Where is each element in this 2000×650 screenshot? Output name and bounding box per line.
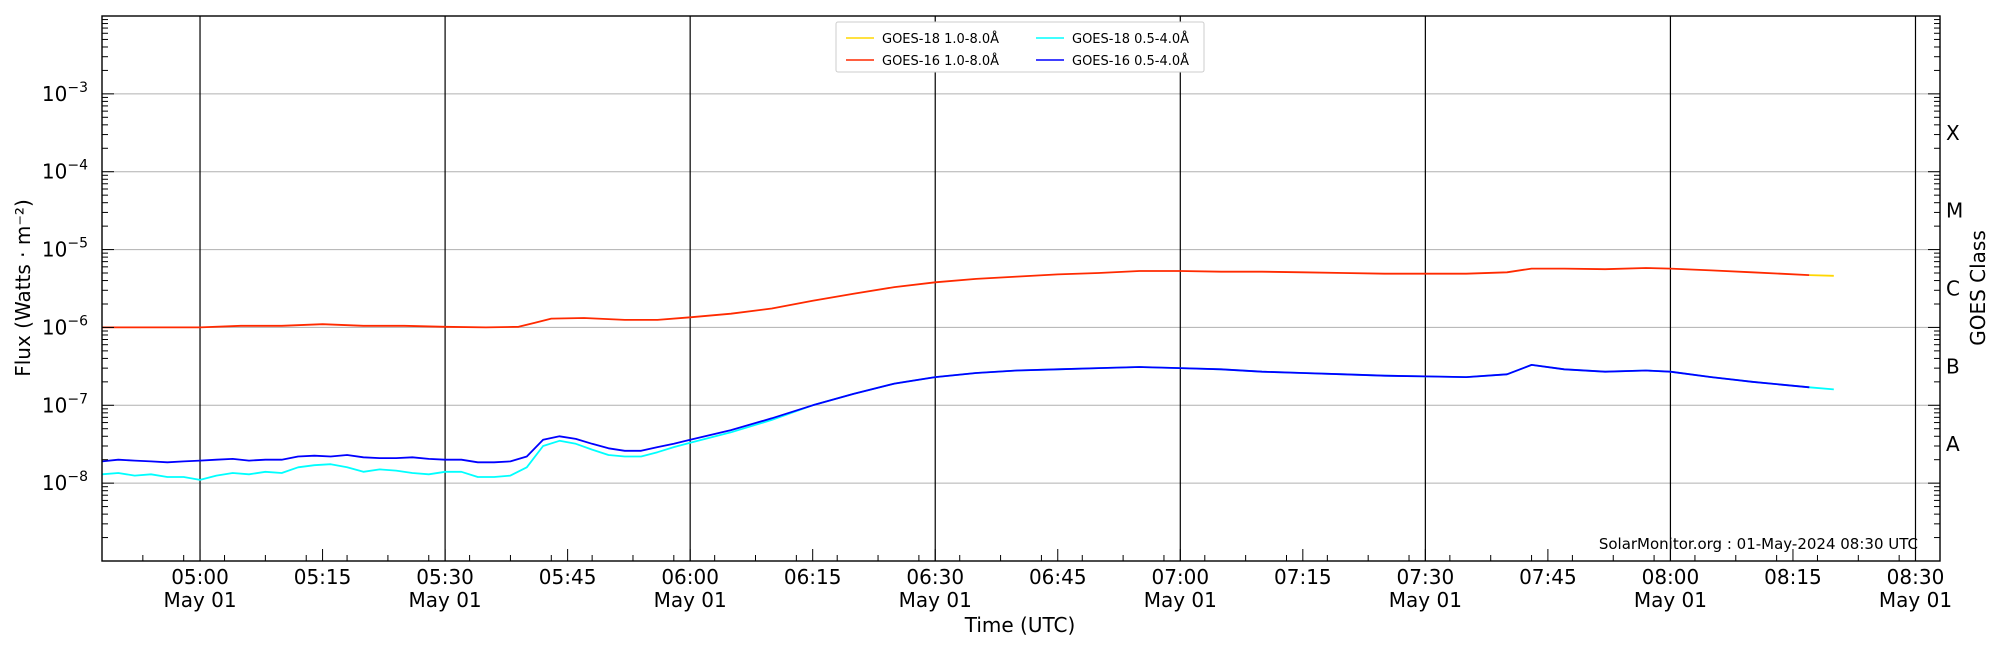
y-axis-title: Flux (Watts · m⁻²) xyxy=(11,199,35,377)
x-tick-date-label: May 01 xyxy=(654,588,727,612)
goes-class-label: X xyxy=(1946,121,1960,145)
x-tick-label: 08:30 xyxy=(1887,565,1945,589)
x-tick-label: 08:00 xyxy=(1642,565,1700,589)
grid xyxy=(102,16,1940,561)
x-tick-label: 07:00 xyxy=(1151,565,1209,589)
x-tick-label: 06:00 xyxy=(661,565,719,589)
goes-class-labels: X M C B A xyxy=(1946,121,1963,456)
axis-ticks xyxy=(101,19,1941,562)
series-line-3 xyxy=(101,363,1810,464)
x-tick-date-label: May 01 xyxy=(1634,588,1707,612)
y-tick-label: 10−6 xyxy=(42,313,88,339)
series-line-0 xyxy=(102,267,1810,329)
x-tick-date-label: May 01 xyxy=(409,588,482,612)
x-tick-label: 08:15 xyxy=(1764,565,1822,589)
x-tick-label: 05:30 xyxy=(416,565,474,589)
goes-class-label: M xyxy=(1946,199,1963,223)
x-tick-date-label: May 01 xyxy=(1389,588,1462,612)
x-tick-label: 06:15 xyxy=(784,565,842,589)
y-tick-label: 10−7 xyxy=(42,391,88,417)
goes-class-label: A xyxy=(1946,432,1960,456)
legend-label: GOES-16 1.0-8.0Å xyxy=(882,53,999,69)
legend-box xyxy=(835,21,1205,73)
series-lines xyxy=(101,267,1834,481)
x-tick-label: 07:30 xyxy=(1397,565,1455,589)
series-line-1 xyxy=(1809,274,1834,277)
x-tick-label: 06:30 xyxy=(906,565,964,589)
x-tick-label: 05:45 xyxy=(539,565,597,589)
goes-class-label: C xyxy=(1946,277,1960,301)
x-tick-label: 06:45 xyxy=(1029,565,1087,589)
legend-label: GOES-18 1.0-8.0Å xyxy=(882,31,999,47)
x-tick-date-label: May 01 xyxy=(1144,588,1217,612)
legend: GOES-18 1.0-8.0Å GOES-18 0.5-4.0Å GOES-16 … xyxy=(835,21,1205,73)
y-tick-label: 10−3 xyxy=(42,80,88,106)
x-tick-label: 07:15 xyxy=(1274,565,1332,589)
y-tick-label: 10−8 xyxy=(42,469,88,495)
x-tick-date-label: May 01 xyxy=(899,588,972,612)
x-tick-label: 07:45 xyxy=(1519,565,1577,589)
x-tick-label: 05:00 xyxy=(171,565,229,589)
goes-class-label: B xyxy=(1946,354,1960,378)
credit-text: SolarMonitor.org : 01-May-2024 08:30 UTC xyxy=(1599,535,1918,553)
plot-frame xyxy=(101,15,1941,562)
x-tick-date-label: May 01 xyxy=(163,588,236,612)
y-tick-label: 10−4 xyxy=(42,158,88,184)
legend-label: GOES-18 0.5-4.0Å xyxy=(1072,31,1189,47)
legend-label: GOES-16 0.5-4.0Å xyxy=(1072,53,1189,69)
y-tick-label: 10−5 xyxy=(42,236,88,262)
y2-axis-title: GOES Class xyxy=(1966,230,1990,346)
x-tick-label: 05:15 xyxy=(294,565,352,589)
x-axis-title: Time (UTC) xyxy=(964,613,1076,637)
x-tick-date-label: May 01 xyxy=(1879,588,1952,612)
